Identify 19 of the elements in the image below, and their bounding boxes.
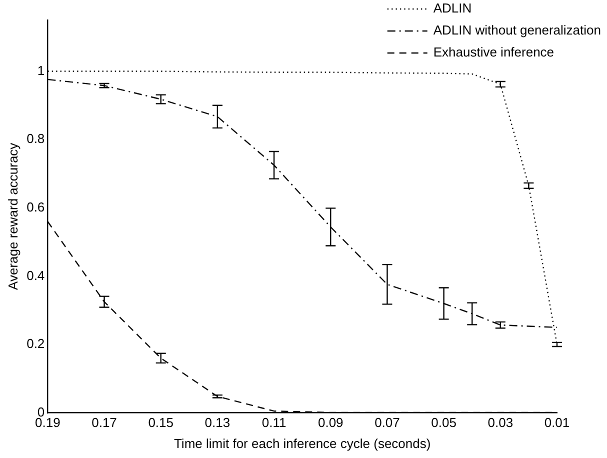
x-tick-label: 0.05 bbox=[431, 415, 456, 430]
legend-label: Exhaustive inference bbox=[433, 44, 554, 60]
x-axis-title: Time limit for each inference cycle (seconds) bbox=[174, 436, 431, 451]
y-tick-label: 0.2 bbox=[26, 336, 45, 352]
y-tick-label: 0.6 bbox=[26, 199, 45, 214]
y-tick-label: 0.8 bbox=[26, 131, 45, 146]
x-tick-label: 0.07 bbox=[374, 415, 400, 430]
x-tick-label: 0.15 bbox=[148, 415, 174, 430]
x-tick-label: 0.17 bbox=[92, 415, 117, 430]
y-axis-title: Average reward accuracy bbox=[5, 142, 20, 290]
legend-label: ADLIN bbox=[433, 0, 472, 16]
x-tick-label: 0.11 bbox=[262, 415, 286, 430]
y-tick-label: 1 bbox=[37, 62, 45, 78]
x-tick-label: 0.09 bbox=[318, 415, 344, 430]
legend-label: ADLIN without generalization bbox=[433, 22, 602, 38]
x-tick-label: 0.03 bbox=[488, 415, 514, 430]
x-tick-label: 0.13 bbox=[204, 415, 230, 430]
y-tick-label: 0.4 bbox=[26, 268, 45, 283]
x-tick-label: 0.01 bbox=[544, 415, 570, 430]
